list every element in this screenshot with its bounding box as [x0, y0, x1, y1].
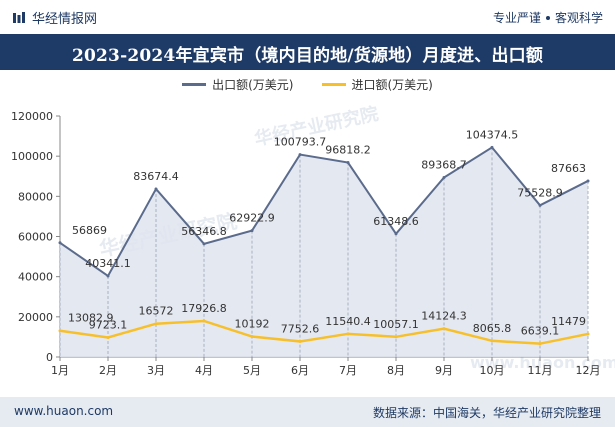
y-tick-label: 100000: [11, 150, 53, 163]
export-data-label: 104374.5: [466, 128, 519, 141]
export-point[interactable]: [394, 232, 398, 236]
export-point[interactable]: [442, 176, 446, 180]
x-tick-label: 7月: [339, 364, 357, 377]
export-data-label: 89368.7: [421, 159, 467, 172]
export-point[interactable]: [250, 229, 254, 233]
import-point[interactable]: [490, 339, 494, 343]
import-data-label: 16572: [139, 305, 174, 318]
export-data-label: 75528.9: [517, 186, 563, 199]
import-data-label: 6639.1: [521, 325, 560, 338]
watermark-text-3: www.huaon.com: [470, 353, 615, 372]
export-data-label: 100793.7: [274, 136, 327, 149]
export-data-label: 83674.4: [133, 170, 179, 183]
import-data-label: 17926.8: [181, 302, 227, 315]
export-point[interactable]: [106, 274, 110, 278]
import-data-label: 9723.1: [89, 318, 128, 331]
export-area: [60, 147, 588, 357]
x-tick-label: 2月: [99, 364, 117, 377]
x-tick-label: 9月: [435, 364, 453, 377]
brand[interactable]: 华经情报网: [12, 8, 97, 27]
export-data-label: 40341.1: [85, 257, 131, 270]
tagline-left: 专业严谨: [492, 11, 541, 25]
x-tick-label: 3月: [147, 364, 165, 377]
import-point[interactable]: [106, 335, 110, 339]
export-point[interactable]: [346, 161, 350, 165]
import-point[interactable]: [394, 335, 398, 339]
import-point[interactable]: [346, 332, 350, 336]
import-line: [59, 319, 589, 345]
y-tick-label: 80000: [18, 190, 53, 203]
import-data-label: 14124.3: [421, 310, 467, 323]
export-point[interactable]: [202, 242, 206, 246]
import-data-label: 8065.8: [473, 322, 512, 335]
legend-label-export: 出口额(万美元): [212, 78, 294, 92]
import-point[interactable]: [586, 332, 590, 336]
x-tick-label: 5月: [243, 364, 261, 377]
chart-title: 2023-2024年宜宾市（境内目的地/货源地）月度进、出口额: [71, 46, 544, 66]
legend-label-import: 进口额(万美元): [351, 78, 433, 92]
import-data-label: 10057.1: [373, 318, 419, 331]
legend: 出口额(万美元) 进口额(万美元): [0, 76, 615, 93]
x-tick-label: 6月: [291, 364, 309, 377]
export-point[interactable]: [154, 187, 158, 191]
import-data-label: 13082.9: [68, 312, 114, 325]
x-tick-label: 8月: [387, 364, 405, 377]
x-tick-label: 11月: [528, 364, 553, 377]
export-point[interactable]: [58, 241, 62, 245]
x-tick-label: 10月: [480, 364, 505, 377]
import-point[interactable]: [202, 319, 206, 323]
import-data-label: 11479: [551, 315, 586, 328]
x-tick-label: 4月: [195, 364, 213, 377]
legend-swatch-export: [182, 83, 207, 86]
footer-source: 数据来源：中国海关，华经产业研究院整理: [372, 406, 601, 420]
export-point[interactable]: [586, 179, 590, 183]
import-point[interactable]: [538, 342, 542, 346]
import-point[interactable]: [58, 329, 62, 333]
export-point[interactable]: [298, 153, 302, 157]
import-data-label: 10192: [235, 318, 270, 331]
x-tick-label: 1月: [51, 364, 69, 377]
import-point[interactable]: [442, 327, 446, 331]
export-data-label: 56869: [72, 224, 107, 237]
top-bar: 华经情报网 专业严谨 客观科学: [0, 0, 615, 34]
import-point[interactable]: [250, 335, 254, 339]
brand-name: 华经情报网: [32, 12, 98, 27]
export-data-label: 87663: [551, 162, 586, 175]
legend-item-import[interactable]: 进口额(万美元): [321, 76, 433, 93]
y-tick-label: 0: [46, 351, 53, 364]
export-data-label: 56346.8: [181, 225, 227, 238]
y-tick-label: 120000: [11, 110, 53, 123]
export-data-label: 62922.9: [229, 212, 275, 225]
brand-logo-icon: [13, 11, 25, 23]
export-data-label: 96818.2: [325, 144, 371, 157]
tagline-right: 客观科学: [554, 11, 603, 25]
import-data-label: 7752.6: [281, 322, 320, 335]
y-axis: 0 20000 40000 60000 80000 100000 120000: [11, 110, 61, 364]
y-tick-label: 40000: [18, 271, 53, 284]
tagline: 专业严谨 客观科学: [493, 9, 603, 26]
y-tick-label: 20000: [18, 311, 53, 324]
legend-item-export[interactable]: 出口额(万美元): [182, 76, 294, 93]
footer: www.huaon.com 数据来源：中国海关，华经产业研究院整理: [0, 397, 615, 427]
y-tick-label: 60000: [18, 231, 53, 244]
chart-plot: 华经产业研究院 华经产业研究院 www.huaon.com 0200004000…: [11, 103, 615, 377]
footer-site-link[interactable]: www.huaon.com: [14, 404, 114, 418]
export-data-label: 61348.6: [373, 215, 419, 228]
legend-swatch-import: [321, 83, 346, 86]
import-point[interactable]: [298, 339, 302, 343]
import-point[interactable]: [154, 322, 158, 326]
export-point[interactable]: [490, 145, 494, 149]
bullet-dot-icon: [545, 15, 550, 20]
export-point[interactable]: [538, 203, 542, 207]
export-line: [59, 146, 589, 278]
x-tick-label: 12月: [576, 364, 601, 377]
import-data-label: 11540.4: [325, 315, 371, 328]
title-bar: 2023-2024年宜宾市（境内目的地/货源地）月度进、出口额: [0, 34, 615, 70]
